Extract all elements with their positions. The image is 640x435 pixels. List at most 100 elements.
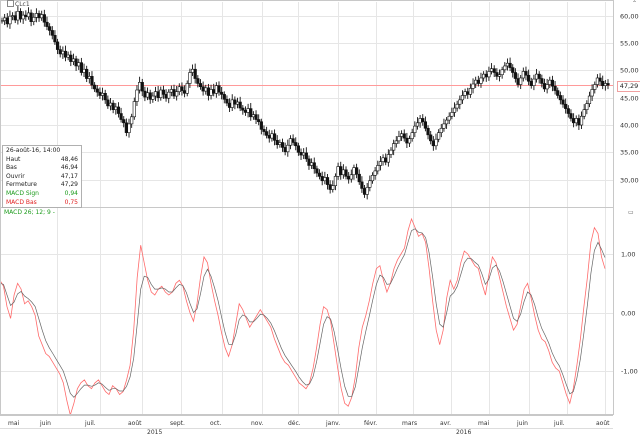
candle-body: [66, 54, 70, 58]
candle-body: [164, 94, 168, 99]
candle-body: [386, 154, 390, 163]
candle-body: [603, 83, 607, 86]
candle-body: [177, 86, 181, 92]
candle-body: [553, 85, 557, 91]
candle-body: [272, 133, 277, 141]
candle-body: [69, 54, 73, 62]
candle-body: [37, 13, 41, 19]
candle-body: [370, 174, 375, 182]
candle-body: [339, 166, 343, 176]
candle-body: [537, 73, 541, 79]
candle-body: [434, 138, 438, 147]
candle-body: [368, 180, 372, 188]
macd-plot: [0, 217, 606, 417]
info-label: MACD Bas: [6, 198, 37, 206]
candle-body: [508, 62, 512, 68]
price-y-tick-label: 45,00: [620, 95, 639, 103]
candle-body: [527, 74, 531, 82]
candle-body: [482, 73, 486, 79]
candle-body: [601, 80, 605, 86]
info-value: 0,94: [64, 189, 78, 197]
candle-body: [360, 181, 364, 189]
candle-body: [381, 157, 385, 162]
x-tick-label: oct.: [210, 420, 221, 427]
candle-body: [288, 138, 293, 146]
candle-body: [138, 82, 142, 91]
candle-body: [251, 114, 255, 118]
x-tick-label: mai: [478, 420, 490, 427]
candle-body: [307, 158, 311, 166]
candle-body: [246, 108, 250, 113]
candle-body: [598, 77, 602, 82]
candle-body: [460, 95, 465, 101]
candle-body: [132, 101, 136, 118]
candle-body: [74, 58, 78, 67]
candle-body: [257, 119, 261, 123]
candle-body: [503, 65, 507, 71]
candle-body: [233, 99, 237, 105]
candle-body: [495, 72, 499, 77]
price-grid: [0, 2, 613, 207]
candle-body: [566, 108, 570, 114]
candle-body: [423, 121, 428, 129]
macd-frame: [0, 207, 614, 415]
candle-body: [286, 144, 290, 153]
info-label: Ouvrir: [6, 172, 25, 180]
candle-body: [545, 84, 549, 90]
candle-body: [5, 17, 9, 25]
info-label: MACD Sign: [6, 189, 39, 197]
candle-body: [378, 161, 383, 166]
info-label: Fermeture: [6, 181, 37, 189]
candle-body: [376, 165, 380, 172]
candle-body: [55, 41, 60, 50]
candle-body: [585, 103, 589, 110]
macd-y-tick-label: 1,00: [621, 251, 635, 259]
collapse-icon[interactable]: ▭: [628, 209, 634, 216]
candle-body: [167, 91, 171, 99]
candle-body: [606, 83, 610, 86]
collapse-icon[interactable]: ⌃: [632, 0, 638, 7]
price-y-tick-label: 60,00: [620, 13, 639, 21]
candle-body: [558, 95, 562, 101]
candle-body: [561, 99, 565, 105]
x-tick-label: juin: [39, 420, 51, 427]
candle-body: [463, 91, 467, 96]
candle-body: [143, 90, 147, 98]
candle-body: [336, 166, 340, 177]
candle-body: [550, 79, 555, 87]
macd-line: [0, 217, 606, 417]
candle-body: [40, 14, 44, 19]
candle-body: [299, 152, 303, 156]
candle-body: [169, 89, 173, 93]
candle-body: [439, 127, 443, 133]
candle-body: [466, 91, 470, 95]
candle-body: [278, 142, 282, 145]
candle-body: [302, 152, 306, 156]
info-label: Haut: [6, 155, 21, 163]
candle-body: [323, 177, 327, 182]
candle-body: [85, 68, 89, 79]
candle-body: [500, 69, 504, 76]
candle-body: [270, 133, 274, 139]
candle-body: [26, 12, 31, 18]
candle-body: [201, 86, 205, 92]
candle-body: [98, 91, 102, 96]
macd-legend: MACD 26; 12; 9 -: [4, 209, 55, 216]
candle-body: [349, 174, 353, 180]
candle-body: [114, 106, 118, 110]
candle-body: [310, 162, 314, 166]
candle-body: [18, 10, 23, 20]
candle-body: [569, 113, 573, 119]
candle-body: [355, 167, 359, 175]
candle-body: [95, 88, 99, 93]
candle-body: [595, 77, 600, 85]
candle-body: [265, 131, 269, 136]
candle-body: [79, 62, 83, 73]
candle-body: [130, 116, 134, 125]
candle-body: [516, 78, 520, 85]
candle-body: [397, 136, 401, 142]
info-date: 26-août-16, 14:00: [6, 147, 61, 154]
candle-body: [489, 68, 494, 72]
info-row-close: Fermeture 47,29: [6, 181, 78, 190]
